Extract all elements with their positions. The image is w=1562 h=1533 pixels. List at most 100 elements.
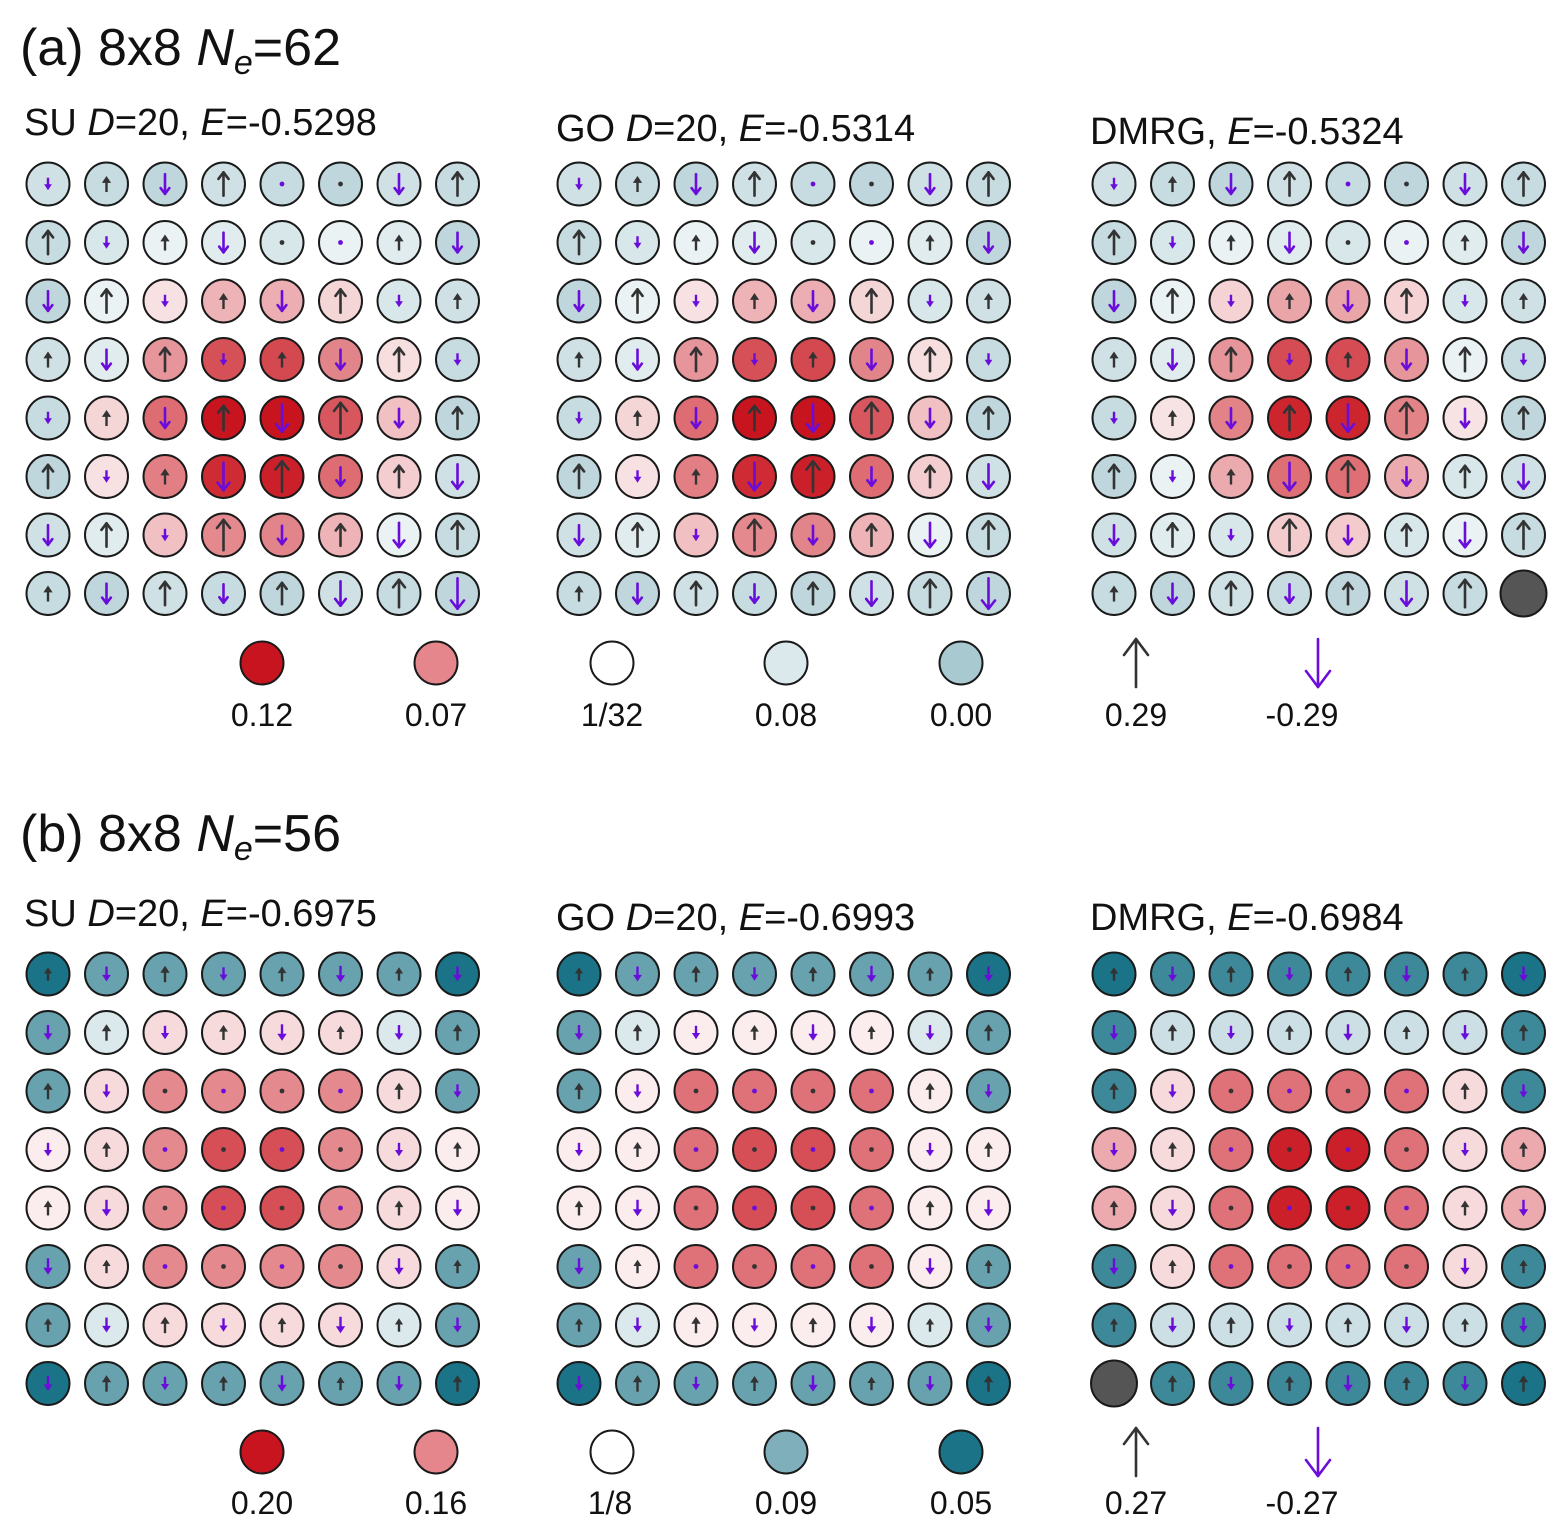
- spin-up-arrow: [632, 1375, 643, 1392]
- spin-up-arrow: [1400, 522, 1413, 548]
- site-a-0-r5-c6: [376, 454, 422, 499]
- spin-down-arrow: [633, 236, 642, 249]
- spin-up-arrow: [1404, 1147, 1409, 1152]
- spin-up-arrow: [1343, 1317, 1353, 1333]
- spin-up-arrow: [574, 1318, 584, 1332]
- spin-up-arrow: [1340, 459, 1356, 494]
- spin-down-arrow: [279, 1147, 285, 1152]
- spin-up-arrow: [1282, 404, 1297, 432]
- spin-down-arrow: [44, 177, 52, 191]
- site-a-2-r6-c3: [1267, 512, 1312, 558]
- spin-down-arrow: [221, 1088, 226, 1094]
- spin-down-arrow: [279, 1264, 285, 1269]
- site-b-2-r7-c4: [1325, 1361, 1371, 1406]
- spin-down-arrow: [160, 1376, 170, 1391]
- spin-up-arrow: [572, 463, 586, 490]
- site-a-1-r5-c6: [907, 454, 953, 499]
- legend-0-spin-down-arrow: [1304, 637, 1332, 689]
- site-b-2-r6-c7: [1501, 1302, 1546, 1348]
- spin-down-arrow: [691, 1376, 701, 1391]
- site-a-0-r0-c2: [142, 161, 188, 207]
- grid-a-dmrg: [1091, 161, 1548, 618]
- site-b-0-r3-c2: [142, 1127, 188, 1172]
- site-b-0-r2-c1: [84, 1068, 129, 1114]
- site-b-2-r4-c4: [1325, 1185, 1371, 1231]
- spin-up-arrow: [691, 1316, 701, 1334]
- spin-up-arrow: [983, 1375, 994, 1392]
- spin-down-arrow: [865, 348, 878, 371]
- site-b-0-r4-c0: [25, 1185, 71, 1231]
- site-a-0-r4-c4: [259, 395, 305, 441]
- spin-down-arrow: [102, 470, 111, 483]
- site-b-0-r5-c7: [435, 1244, 480, 1289]
- site-a-1-r3-c0: [556, 337, 602, 382]
- legend-b-spin-down-label: -0.27: [1265, 1485, 1339, 1521]
- spin-down-arrow: [394, 1376, 404, 1391]
- site-a-2-r2-c0: [1091, 278, 1137, 324]
- site-b-2-r4-c1: [1150, 1185, 1195, 1231]
- site-a-2-r3-c7: [1501, 337, 1546, 382]
- site-a-1-r6-c0: [556, 512, 602, 558]
- spin-up-arrow: [43, 1200, 53, 1216]
- site-b-1-r5-c1: [615, 1244, 660, 1289]
- site-b-0-r7-c0: [25, 1361, 71, 1406]
- spin-up-arrow: [1458, 346, 1472, 373]
- site-a-0-r5-c4: [259, 454, 305, 499]
- spin-down-arrow: [334, 348, 347, 371]
- spin-down-arrow: [1168, 470, 1177, 483]
- site-a-1-r2-c0: [556, 278, 602, 324]
- site-b-0-r1-c4: [259, 1010, 305, 1055]
- site-a-2-r4-c6: [1442, 395, 1488, 441]
- site-b-2-r5-c3: [1267, 1244, 1312, 1289]
- spin-up-arrow: [162, 1088, 168, 1094]
- spin-up-arrow: [574, 351, 584, 368]
- site-b-1-r7-c6: [907, 1361, 953, 1406]
- site-a-1-r6-c7: [966, 512, 1011, 558]
- site-b-1-r7-c7: [966, 1361, 1011, 1406]
- spin-up-arrow: [160, 1316, 170, 1334]
- spin-up-arrow: [1457, 578, 1473, 609]
- spin-up-arrow: [1345, 240, 1351, 245]
- site-a-0-r0-c0: [25, 161, 71, 207]
- site-a-1-r6-c1: [615, 512, 660, 558]
- site-b-1-r2-c6: [907, 1068, 953, 1114]
- spin-down-arrow: [805, 402, 821, 434]
- site-a-1-r5-c3: [732, 454, 777, 499]
- site-b-1-r3-c7: [966, 1127, 1011, 1172]
- spin-down-arrow: [1227, 294, 1235, 308]
- site-a-2-r5-c5: [1384, 454, 1429, 499]
- site-b-1-r2-c0: [556, 1068, 602, 1114]
- grid-a-go-title: GO D=20, E=-0.5314: [556, 108, 916, 150]
- site-b-0-r0-c4: [259, 951, 305, 997]
- site-a-2-r1-c5: [1384, 220, 1429, 265]
- site-a-1-r5-c1: [615, 454, 660, 499]
- site-a-2-r7-c4: [1325, 571, 1371, 616]
- spin-down-arrow: [984, 1084, 993, 1098]
- site-b-2-r4-c5: [1384, 1185, 1429, 1231]
- spin-down-arrow: [1168, 1084, 1177, 1098]
- spin-up-arrow: [101, 175, 112, 193]
- spin-down-arrow: [1519, 353, 1528, 366]
- spin-down-arrow: [453, 1084, 462, 1098]
- site-b-2-r5-c0: [1091, 1244, 1137, 1289]
- site-b-0-r0-c6: [376, 951, 422, 997]
- spin-down-arrow: [42, 523, 54, 547]
- legend-0-density-swatch-2: [589, 640, 635, 686]
- spin-up-arrow: [1343, 966, 1353, 982]
- site-b-1-r7-c1: [615, 1361, 660, 1406]
- site-a-2-r0-c4: [1325, 161, 1371, 207]
- site-a-1-r4-c5: [849, 395, 894, 441]
- site-b-1-r7-c4: [790, 1361, 836, 1406]
- spin-down-arrow: [1459, 407, 1471, 429]
- spin-down-arrow: [221, 1205, 226, 1211]
- spin-down-arrow: [864, 579, 879, 608]
- site-b-2-r2-c5: [1384, 1068, 1429, 1114]
- spin-down-arrow: [1345, 1147, 1351, 1152]
- spin-up-arrow: [1109, 585, 1119, 602]
- spin-up-arrow: [1228, 1205, 1234, 1211]
- spin-up-arrow: [219, 1376, 228, 1391]
- spin-down-arrow: [574, 1142, 584, 1157]
- spin-up-arrow: [750, 1025, 759, 1040]
- site-a-2-r5-c1: [1150, 454, 1195, 499]
- site-b-2-r0-c7: [1501, 951, 1546, 997]
